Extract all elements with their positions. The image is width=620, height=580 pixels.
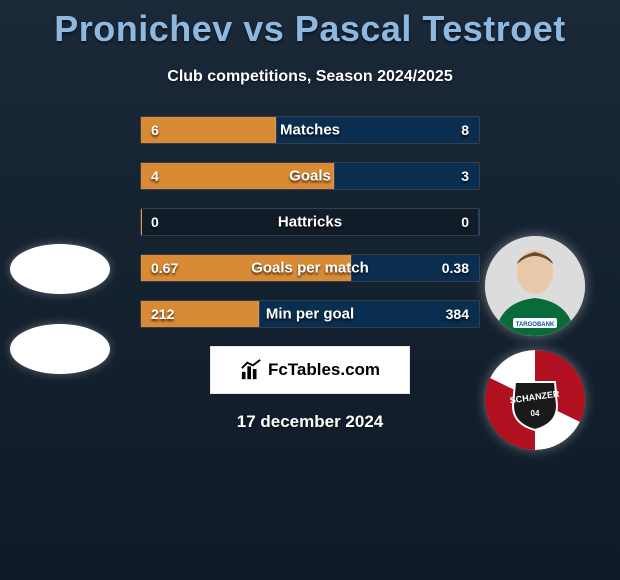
stat-row: Min per goal212 384 (140, 300, 480, 328)
player-portrait-icon: TARGOBANK (485, 236, 585, 336)
stat-label: Min per goal (141, 306, 479, 323)
player-right-column: TARGOBANK SCHANZER 04 (480, 236, 590, 450)
stat-value-right: 8 (461, 122, 469, 138)
stat-value-right: 0 (461, 214, 469, 230)
stat-bars: Matches6 8 Goals4 3 Hattricks0 0 Goals per mat… (140, 116, 480, 328)
brand-text: FcTables.com (268, 360, 380, 380)
stat-value-left: 4 (151, 168, 159, 184)
svg-text:04: 04 (531, 409, 540, 418)
brand-badge: FcTables.com (210, 346, 410, 394)
player-left-column (5, 236, 115, 374)
jersey-sponsor: TARGOBANK (516, 322, 555, 328)
stat-row: Goals4 3 (140, 162, 480, 190)
stat-value-left: 6 (151, 122, 159, 138)
stat-value-right: 3 (461, 168, 469, 184)
stat-value-right: 384 (446, 306, 469, 322)
page-title: Pronichev vs Pascal Testroet (0, 0, 620, 50)
stat-value-right: 0.38 (442, 260, 469, 276)
stat-label: Matches (141, 122, 479, 139)
player-right-avatar: TARGOBANK (485, 236, 585, 336)
brand-chart-icon (240, 359, 262, 381)
player-right-club-badge: SCHANZER 04 (485, 350, 585, 450)
stat-label: Goals per match (141, 260, 479, 277)
player-left-club-placeholder (10, 324, 110, 374)
stat-row: Goals per match0.67 0.38 (140, 254, 480, 282)
stat-row: Matches6 8 (140, 116, 480, 144)
player-left-avatar-placeholder (10, 244, 110, 294)
stat-value-left: 0.67 (151, 260, 178, 276)
stat-value-left: 0 (151, 214, 159, 230)
stat-value-left: 212 (151, 306, 174, 322)
club-crest-icon: SCHANZER 04 (485, 350, 585, 450)
stat-label: Hattricks (141, 214, 479, 231)
subtitle: Club competitions, Season 2024/2025 (0, 68, 620, 86)
stat-row: Hattricks0 0 (140, 208, 480, 236)
chart-area: TARGOBANK SCHANZER 04 Matches68Goals43Ha… (0, 116, 620, 328)
stat-label: Goals (141, 168, 479, 185)
